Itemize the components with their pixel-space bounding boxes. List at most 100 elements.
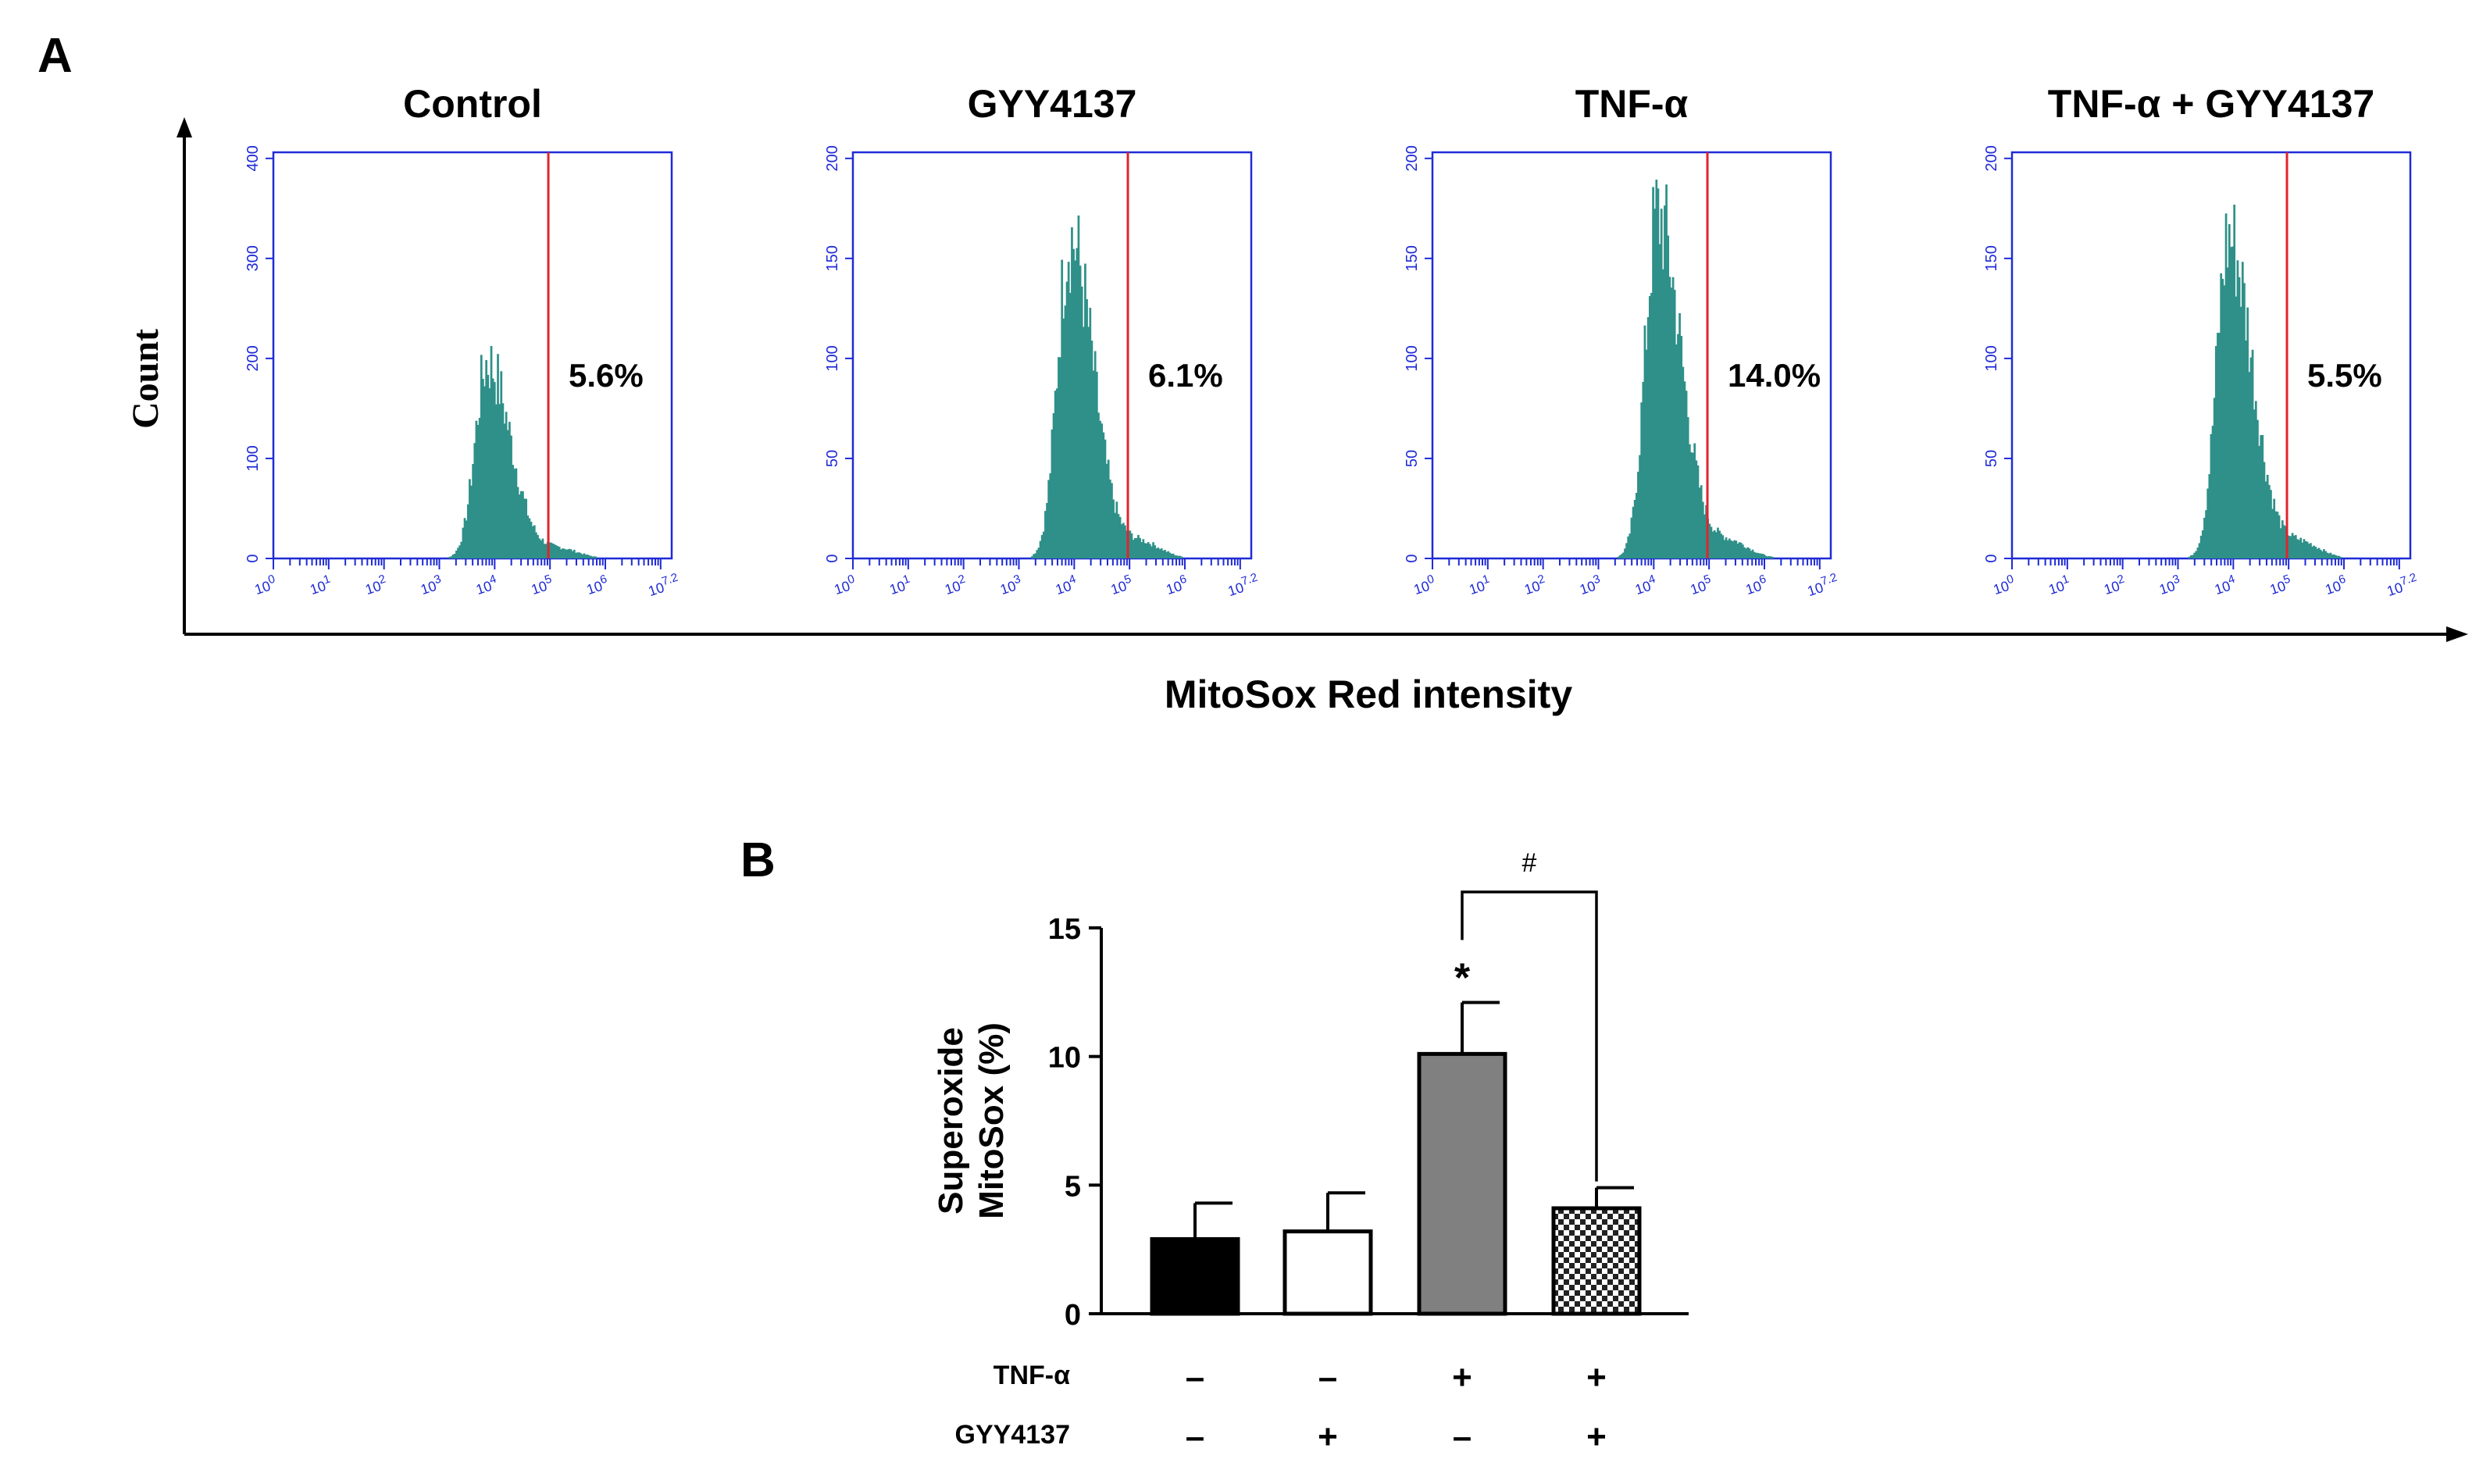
histogram-bin xyxy=(565,549,568,558)
histogram-bin xyxy=(1058,357,1060,558)
histogram-bin xyxy=(1160,548,1163,558)
histogram-bin xyxy=(1086,299,1088,558)
histogram-bin xyxy=(533,525,536,558)
histogram-bin xyxy=(1733,540,1736,558)
histogram-bin xyxy=(2279,528,2282,558)
x-tick-label: 101 xyxy=(886,573,914,598)
histogram-bin xyxy=(2260,435,2263,558)
histogram-bin xyxy=(2221,279,2224,558)
histogram-bin xyxy=(1698,487,1701,558)
histogram-bin xyxy=(2289,536,2292,558)
histogram-bin xyxy=(2296,539,2299,558)
histogram-bin xyxy=(491,378,494,558)
histogram-bin xyxy=(2254,401,2257,558)
histogram-bin xyxy=(593,556,596,558)
histogram-bin xyxy=(1758,553,1760,558)
histogram-bin xyxy=(2323,549,2325,558)
histogram-bin xyxy=(1120,524,1123,558)
histogram-bin xyxy=(2190,555,2192,558)
y-tick-label: 300 xyxy=(244,245,262,271)
histogram-bin xyxy=(1653,209,1657,558)
bar-2 xyxy=(1282,1229,1373,1316)
x-tick-label: 101 xyxy=(307,573,334,598)
histogram-bin xyxy=(2199,535,2203,558)
histogram-bin xyxy=(1620,554,1623,558)
x-tick-label: 107.2 xyxy=(2384,571,2420,599)
histogram-bin xyxy=(1627,536,1630,558)
histogram-4: TNF-α + GYY4137 0 50 100 150 200 100 101 102 103 1… xyxy=(1983,82,2420,599)
x-tick-label: 103 xyxy=(2156,573,2184,598)
histogram-bin xyxy=(559,549,562,558)
histogram-bin xyxy=(2310,543,2312,558)
histogram-bin xyxy=(1718,530,1721,558)
histogram-bin xyxy=(1768,556,1771,558)
histogram-bin xyxy=(1033,554,1035,558)
histogram-bin xyxy=(488,388,491,558)
histogram-bin xyxy=(2311,546,2313,558)
histogram-bin xyxy=(2299,537,2303,558)
histogram-bin xyxy=(573,549,576,558)
histogram-bin xyxy=(576,552,579,558)
histogram-bin xyxy=(1054,391,1057,558)
histogram-bin xyxy=(1757,552,1759,558)
histogram-bin xyxy=(460,541,463,558)
x-tick-label: 107.2 xyxy=(1804,571,1841,599)
histogram-bin xyxy=(1068,293,1072,558)
histogram-bin xyxy=(2233,204,2236,558)
x-tick-label: 104 xyxy=(473,573,500,598)
histogram-bin xyxy=(583,553,586,558)
histogram-bin xyxy=(586,555,589,558)
histogram-bin xyxy=(2193,552,2196,558)
histogram-bin xyxy=(1158,549,1161,558)
histogram-title: TNF-α xyxy=(1575,82,1689,126)
histogram-bin xyxy=(1736,543,1739,558)
histogram-bin xyxy=(1678,312,1681,558)
histogram-bin xyxy=(1064,305,1067,558)
histogram-bin xyxy=(1624,548,1626,558)
histogram-bin xyxy=(1117,514,1120,558)
histogram-bin xyxy=(1710,526,1713,558)
treatment-label: TNF-α xyxy=(994,1361,1070,1390)
x-tick-label: 101 xyxy=(2046,573,2073,598)
histogram-bin xyxy=(2291,533,2294,558)
histogram-bin xyxy=(1108,480,1111,558)
histogram-bin xyxy=(1065,281,1068,558)
histogram-bin xyxy=(523,498,526,558)
histogram-bin xyxy=(1750,551,1753,558)
histogram-bin xyxy=(1061,259,1064,558)
histogram-bin xyxy=(588,555,590,558)
histogram-bin xyxy=(1179,555,1181,558)
histogram-bin xyxy=(1714,532,1718,558)
x-tick-label: 103 xyxy=(418,573,445,598)
histogram-bin xyxy=(2267,484,2271,558)
histogram-bin xyxy=(1760,553,1763,558)
histogram-bin xyxy=(2256,419,2259,558)
histogram-bin xyxy=(1062,318,1065,558)
histogram-bin xyxy=(1690,452,1693,558)
histogram-bin xyxy=(2317,548,2321,558)
histogram-bin xyxy=(453,553,456,558)
histogram-bin xyxy=(1764,555,1768,558)
histogram-bin xyxy=(1077,215,1080,558)
histogram-bin xyxy=(1695,460,1698,558)
histogram-bin xyxy=(518,494,521,558)
histogram-bin xyxy=(1770,556,1772,558)
histogram-bin xyxy=(1646,317,1650,558)
histogram-bin xyxy=(1703,514,1706,558)
x-tick-label: 106 xyxy=(1163,573,1190,598)
histogram-bin xyxy=(1133,538,1136,558)
histogram-bin xyxy=(450,556,453,558)
x-tick-label: 106 xyxy=(583,573,611,598)
treatment-sign: – xyxy=(1186,1418,1204,1456)
histogram-bin xyxy=(1748,548,1751,558)
histogram-bin xyxy=(458,545,462,558)
significance-star: * xyxy=(1454,956,1471,1001)
histogram-bin xyxy=(476,424,480,558)
histogram-bin xyxy=(1708,523,1711,558)
histogram-bin xyxy=(2248,372,2251,558)
histogram-bin xyxy=(2336,555,2338,558)
y-tick-label: 150 xyxy=(1983,245,2000,271)
histogram-bin xyxy=(543,544,546,558)
histogram-bin xyxy=(1049,473,1052,558)
histogram-bin xyxy=(2303,539,2306,558)
